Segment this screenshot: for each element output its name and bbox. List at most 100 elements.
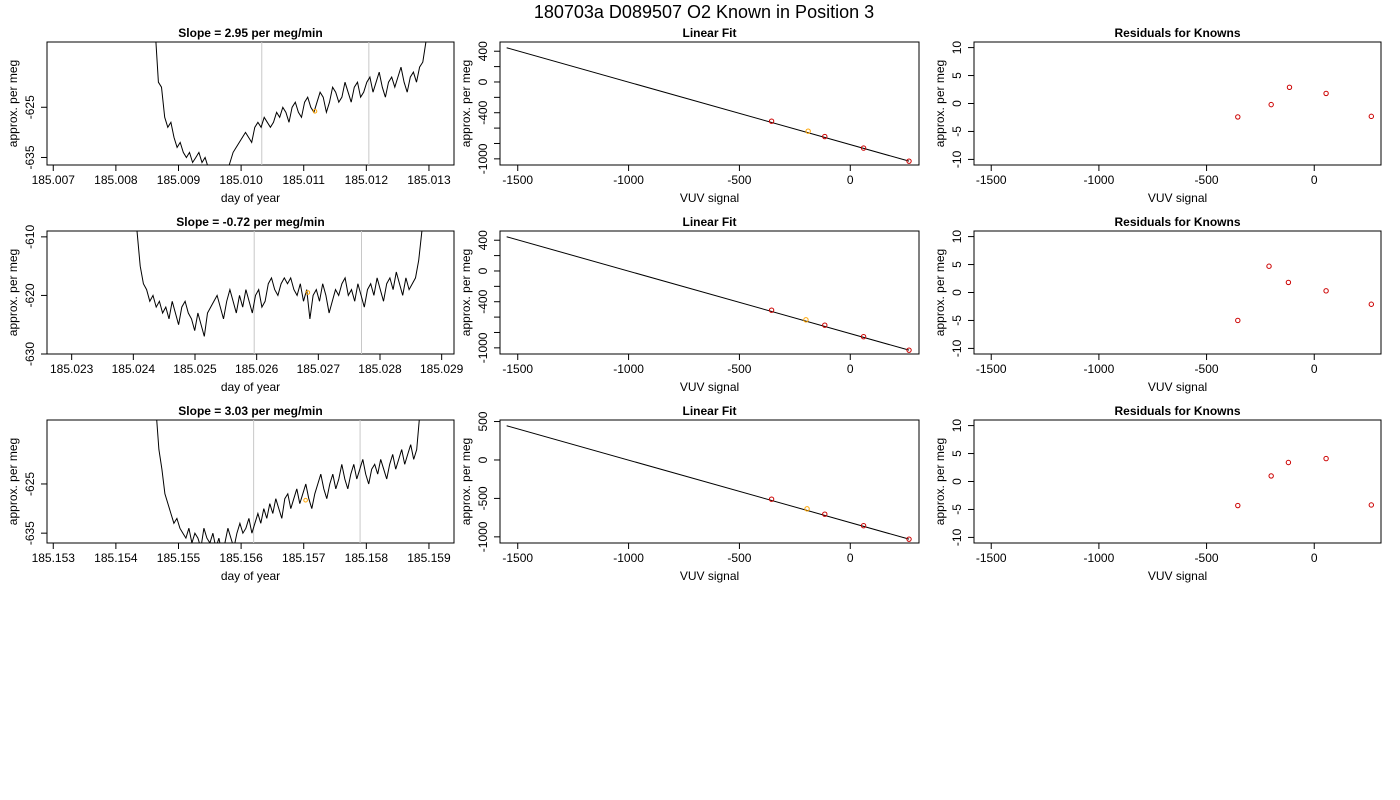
y-tick-label: -5 — [950, 315, 964, 326]
plot-frame — [46, 41, 455, 166]
data-point — [1235, 114, 1241, 120]
data-point — [768, 118, 775, 124]
y-tick-label: -1000 — [476, 521, 490, 552]
data-point — [1323, 455, 1329, 462]
x-tick-label: 185.023 — [50, 362, 94, 376]
x-tick-label: -500 — [727, 173, 751, 187]
x-tick-label: 185.011 — [282, 173, 325, 187]
y-tick-label: 0 — [476, 456, 490, 463]
panel-title: Linear Fit — [682, 26, 736, 40]
y-tick-label: -635 — [23, 145, 37, 169]
x-tick-label: 185.158 — [345, 551, 389, 565]
x-axis-label: VUV signal — [1148, 569, 1207, 583]
y-tick-label: -10 — [950, 528, 964, 546]
data-point — [822, 511, 828, 517]
data-point — [1285, 279, 1292, 286]
x-tick-label: 185.013 — [407, 173, 451, 187]
mean-point — [303, 497, 308, 503]
y-tick-label: 0 — [950, 100, 964, 107]
data-point — [906, 347, 912, 353]
chart-panel-ts2: Slope = -0.72 per meg/min 185.023 185.024 1… — [6, 215, 464, 394]
x-tick-label: 185.026 — [235, 362, 279, 376]
plot-area — [1235, 263, 1375, 324]
x-tick-label: 185.029 — [420, 362, 464, 376]
y-tick-label: 500 — [476, 411, 490, 431]
data-point — [822, 133, 828, 140]
x-tick-label: -500 — [1195, 551, 1219, 565]
highlight-point — [805, 128, 811, 134]
x-tick-label: 185.027 — [297, 362, 341, 376]
data-point — [906, 536, 912, 542]
fit-line — [506, 425, 910, 540]
data-point — [906, 158, 912, 164]
data-point — [1285, 459, 1292, 466]
panel-title: Residuals for Knowns — [1114, 26, 1240, 40]
x-tick-label: -1500 — [976, 362, 1007, 376]
y-tick-label: -10 — [950, 150, 964, 168]
x-tick-label: -500 — [727, 551, 751, 565]
y-tick-label: 400 — [476, 230, 490, 250]
plot-area — [156, 420, 420, 543]
y-axis-label: approx. per meg — [933, 60, 947, 147]
x-tick-label: -1000 — [613, 362, 644, 376]
y-tick-label: 400 — [476, 41, 490, 61]
panel-title: Linear Fit — [682, 404, 736, 418]
y-tick-label: -1000 — [476, 332, 490, 363]
x-tick-label: 185.012 — [345, 173, 389, 187]
data-point — [1323, 90, 1329, 97]
plot-area — [136, 231, 423, 354]
y-tick-label: -1000 — [476, 143, 490, 174]
panel-title: Linear Fit — [682, 215, 736, 229]
mean-point — [312, 108, 318, 114]
y-tick-label: 0 — [950, 289, 964, 296]
y-tick-label: -625 — [23, 472, 37, 496]
plot-frame — [499, 230, 920, 355]
x-tick-label: 185.024 — [112, 362, 156, 376]
data-point — [1268, 101, 1274, 108]
fit-line — [506, 47, 910, 162]
y-tick-label: 0 — [476, 78, 490, 85]
y-tick-label: 10 — [950, 230, 964, 244]
x-tick-label: 185.008 — [94, 173, 138, 187]
panel-title: Slope = 3.03 per meg/min — [178, 404, 322, 418]
x-tick-label: -1500 — [502, 551, 533, 565]
x-tick-label: 0 — [1311, 362, 1318, 376]
y-tick-label: -630 — [23, 342, 37, 366]
x-tick-label: 0 — [847, 173, 854, 187]
x-axis-label: VUV signal — [1148, 380, 1207, 394]
x-tick-label: 0 — [1311, 173, 1318, 187]
panel-title: Residuals for Knowns — [1114, 404, 1240, 418]
data-point — [1368, 301, 1375, 307]
y-tick-label: -635 — [23, 521, 37, 545]
y-axis-label: approx. per meg — [933, 249, 947, 336]
plot-area — [1235, 84, 1375, 120]
y-tick-label: 10 — [950, 419, 964, 433]
plot-area — [155, 42, 427, 165]
x-tick-label: 185.159 — [407, 551, 451, 565]
x-axis-label: VUV signal — [680, 380, 739, 394]
chart-panel-res2: Residuals for Knowns -1500 -1000 -500 0 -10 -5… — [933, 215, 1382, 394]
x-tick-label: 185.010 — [219, 173, 263, 187]
y-tick-label: -610 — [23, 225, 37, 249]
data-point — [1286, 84, 1293, 90]
x-axis-label: VUV signal — [680, 569, 739, 583]
plot-area — [506, 425, 912, 542]
y-tick-label: 10 — [950, 41, 964, 55]
chart-panel-fit2: Linear Fit -1500 -1000 -500 0 -1000 -400 0 400 VU… — [459, 215, 920, 394]
plot-area — [506, 47, 912, 164]
data-point — [1368, 113, 1375, 120]
series-trace-line — [156, 420, 420, 543]
plot-frame — [499, 41, 920, 166]
x-axis-label: day of year — [221, 569, 280, 583]
x-tick-label: -1000 — [1084, 551, 1115, 565]
x-tick-label: 0 — [847, 362, 854, 376]
x-tick-label: -1000 — [613, 551, 644, 565]
chart-panel-fit1: Linear Fit -1500 -1000 -500 0 -1000 -400 0 400 VU… — [459, 26, 920, 205]
panel-title: Slope = -0.72 per meg/min — [176, 215, 324, 229]
x-tick-label: 0 — [847, 551, 854, 565]
chart-panel-ts3: Slope = 3.03 per meg/min 185.153 185.154 18… — [6, 404, 455, 583]
highlight-point — [804, 506, 810, 512]
series-trace-line — [155, 42, 427, 165]
